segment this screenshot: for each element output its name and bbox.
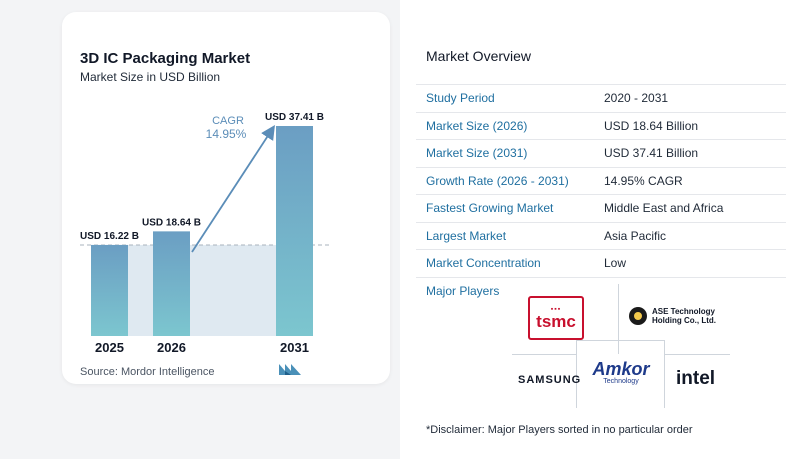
data-label: USD 16.22 B <box>80 231 139 242</box>
amkor-logo: Amkor Technology <box>584 360 658 385</box>
bar-2031 <box>276 126 313 336</box>
row-value: 2020 - 2031 <box>604 84 786 113</box>
cagr-arrow <box>191 124 275 253</box>
data-label: USD 37.41 B <box>265 112 324 123</box>
ase-logo-line1: ASE Technology <box>652 306 715 316</box>
divider <box>664 340 665 408</box>
row-label: Fastest Growing Market <box>416 194 604 223</box>
table-row: Study Period 2020 - 2031 <box>416 84 786 113</box>
divider <box>664 354 730 355</box>
samsung-logo: SAMSUNG <box>518 374 582 386</box>
row-label: Largest Market <box>416 222 604 250</box>
table-row: Market Concentration Low <box>416 249 786 278</box>
x-tick-label: 2031 <box>280 340 309 355</box>
chart-subtitle: Market Size in USD Billion <box>80 70 221 84</box>
source-label: Source: Mordor Intelligence <box>80 366 215 378</box>
ase-emblem-icon <box>629 307 647 325</box>
row-label: Study Period <box>416 84 604 113</box>
mordor-logo-icon <box>279 364 301 375</box>
table-row: Market Size (2026) USD 18.64 Billion <box>416 112 786 140</box>
tsmc-logo-text: tsmc <box>536 312 576 331</box>
row-label: Growth Rate (2026 - 2031) <box>416 167 604 195</box>
intel-logo: intel <box>676 368 716 389</box>
row-value: 14.95% CAGR <box>604 167 786 195</box>
table-row: Market Size (2031) USD 37.41 Billion <box>416 139 786 168</box>
divider <box>576 340 664 341</box>
table-row: Growth Rate (2026 - 2031) 14.95% CAGR <box>416 167 786 195</box>
bar-chart: USD 16.22 B 2025 USD 18.64 B 2026 USD 37.41 … <box>80 112 330 355</box>
row-value: Middle East and Africa <box>604 194 786 223</box>
amkor-logo-subtext: Technology <box>603 378 639 385</box>
tsmc-logo: ▪▪▪ tsmc <box>528 296 584 340</box>
x-tick-label: 2025 <box>95 340 124 355</box>
amkor-logo-text: Amkor <box>592 359 650 379</box>
table-row: Largest Market Asia Pacific <box>416 222 786 250</box>
divider <box>618 284 619 354</box>
ase-logo-line2: Holding Co., Ltd. <box>652 316 716 325</box>
row-value: Asia Pacific <box>604 222 786 250</box>
overview-table: Study Period 2020 - 2031 Market Size (20… <box>416 84 786 278</box>
data-label: USD 18.64 B <box>142 217 201 228</box>
disclaimer: *Disclaimer: Major Players sorted in no … <box>426 424 693 436</box>
row-value: USD 18.64 Billion <box>604 112 786 140</box>
bar-2025 <box>91 244 128 336</box>
chart-title: 3D IC Packaging Market <box>80 50 251 67</box>
row-label: Market Size (2031) <box>416 139 604 168</box>
divider <box>512 354 576 355</box>
cagr-value: 14.95% <box>206 127 247 141</box>
row-value: USD 37.41 Billion <box>604 139 786 168</box>
x-tick-label: 2026 <box>157 340 186 355</box>
bar-2026 <box>153 231 190 336</box>
table-row: Fastest Growing Market Middle East and A… <box>416 194 786 223</box>
cagr-label: CAGR <box>212 115 244 127</box>
row-label: Market Concentration <box>416 249 604 278</box>
row-label: Market Size (2026) <box>416 112 604 140</box>
major-players-label: Major Players <box>426 284 500 298</box>
ase-logo: ASE Technology Holding Co., Ltd. <box>628 306 716 326</box>
overview-title: Market Overview <box>426 48 532 64</box>
row-value: Low <box>604 249 786 278</box>
divider <box>576 340 577 408</box>
